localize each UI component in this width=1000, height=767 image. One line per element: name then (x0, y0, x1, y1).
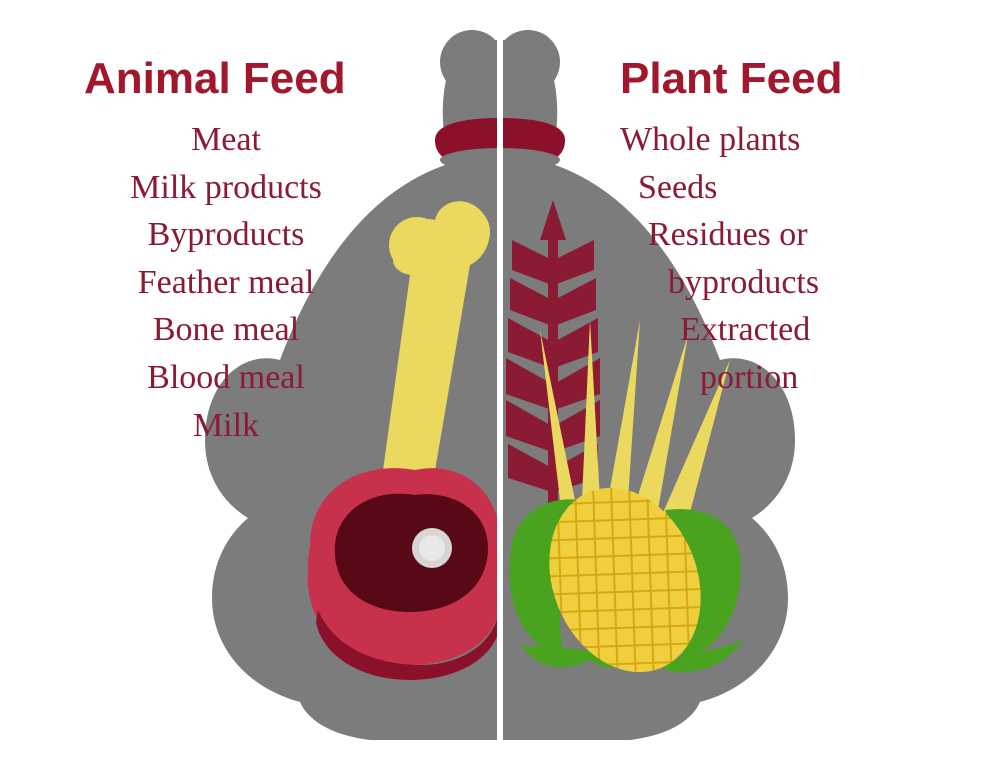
list-item: Byproducts (96, 211, 356, 259)
list-item: Seeds (620, 164, 940, 212)
meat-icon (308, 468, 500, 680)
left-title: Animal Feed (84, 54, 346, 104)
infographic-canvas: Animal Feed Plant Feed Meat Milk product… (0, 0, 1000, 767)
list-item: Bone meal (96, 306, 356, 354)
right-title: Plant Feed (620, 54, 843, 104)
list-item: Extracted (620, 306, 940, 354)
animal-feed-list: Meat Milk products Byproducts Feather me… (96, 116, 356, 449)
list-item: Meat (96, 116, 356, 164)
list-item: Milk products (96, 164, 356, 212)
list-item: Feather meal (96, 259, 356, 307)
list-item: Blood meal (96, 354, 356, 402)
list-item: portion (620, 354, 940, 402)
plant-feed-list: Whole plants Seeds Residues or byproduct… (620, 116, 940, 402)
list-item: Residues or (620, 211, 940, 259)
list-item: byproducts (620, 259, 940, 307)
center-divider (497, 30, 503, 742)
list-item: Whole plants (620, 116, 940, 164)
list-item: Milk (96, 402, 356, 450)
